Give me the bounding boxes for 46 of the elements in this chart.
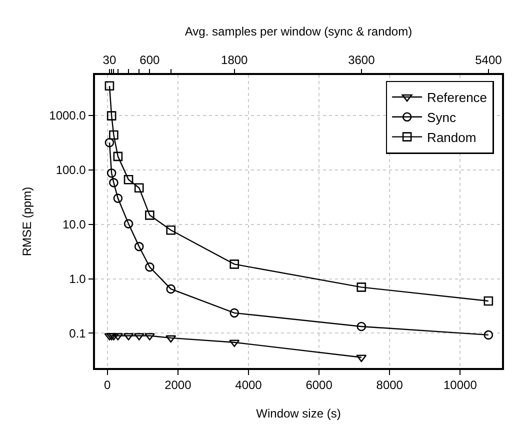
x2-tick-label: 30: [102, 53, 116, 68]
point: [109, 178, 118, 188]
point: [230, 308, 240, 318]
point: [124, 219, 134, 228]
legend-label: Reference: [427, 90, 488, 106]
point: [166, 226, 176, 235]
x-tick-label: 0: [104, 378, 112, 392]
point: [356, 282, 366, 292]
legend-label: Sync: [427, 110, 456, 125]
x-tick-label: 4000: [235, 378, 262, 392]
x2-tick-label: 1800: [221, 53, 248, 68]
point: [134, 183, 144, 193]
point: [484, 296, 494, 306]
point: [230, 260, 240, 269]
point: [356, 354, 367, 362]
y-tick-label: 100.0: [56, 163, 86, 178]
point: [166, 284, 176, 294]
point: [166, 335, 176, 343]
point: [356, 322, 366, 332]
point: [106, 111, 116, 120]
point: [106, 168, 116, 178]
y-tick-label: 0.1: [69, 326, 86, 340]
point: [145, 210, 154, 220]
point: [484, 330, 494, 340]
point: [113, 152, 123, 162]
point: [109, 130, 118, 140]
point: [104, 81, 114, 91]
x-tick-label: 2000: [164, 378, 192, 392]
x-tick-label: 8000: [376, 378, 404, 392]
x2-tick-label: 3600: [348, 53, 376, 68]
legend-label: Random: [427, 130, 476, 145]
point: [145, 262, 154, 272]
x-axis-title: Window size (s): [256, 406, 341, 421]
y-axis-title: RMSE (ppm): [20, 186, 34, 256]
x2-tick-label: 600: [140, 53, 160, 68]
y-tick-label: 10.0: [62, 217, 86, 232]
point: [104, 138, 114, 148]
x-tick-label: 10000: [444, 378, 478, 392]
y-tick-label: 1.0: [69, 272, 86, 286]
point: [113, 194, 123, 203]
x-tick-label: 6000: [306, 378, 333, 392]
point: [134, 242, 144, 252]
x2-axis-title: Avg. samples per window (sync & random): [184, 24, 412, 38]
point: [124, 174, 134, 184]
x2-tick-label: 5400: [475, 53, 502, 68]
y-tick-label: 1000.0: [49, 108, 86, 123]
